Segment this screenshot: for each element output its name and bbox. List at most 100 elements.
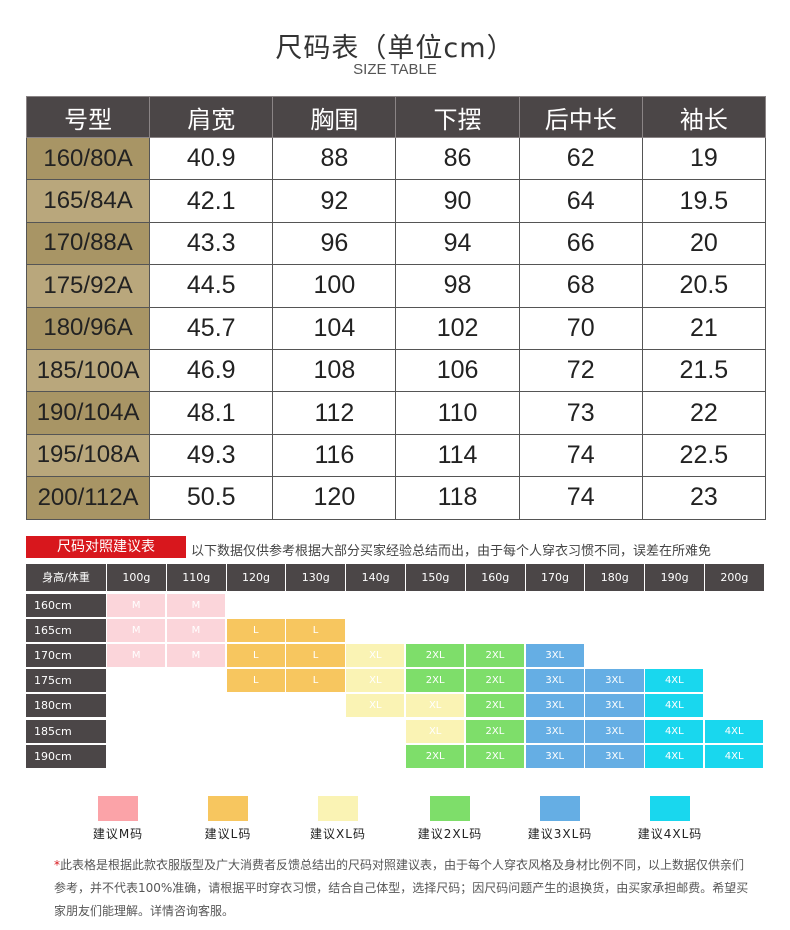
size-table-cell: 72 [518, 348, 643, 393]
size-table-cell: 116 [272, 433, 397, 478]
size-table-row-label: 160/80A [25, 136, 151, 181]
recommendation-weight-header: 160g [465, 564, 525, 591]
legend-item: 建议M码 [68, 796, 168, 842]
size-table-row-label: 185/100A [25, 348, 151, 393]
legend-swatch [650, 796, 690, 821]
legend-item: 建议XL码 [288, 796, 388, 842]
recommendation-cell: 2XL [406, 744, 465, 768]
size-table-cell: 20 [641, 221, 767, 266]
recommendation-height-label: 185cm [26, 719, 106, 743]
size-table-row: 195/108A 49.3 116 114 74 22.5 [25, 433, 767, 478]
legend-swatch [430, 796, 470, 821]
size-table-cell: 96 [272, 221, 397, 266]
recommendation-grid: 身高/体重 100g 110g 120g 130g 140g 150g 160g 170g 180… [26, 564, 764, 768]
legend-swatch [318, 796, 358, 821]
recommendation-height-label: 175cm [26, 669, 106, 693]
size-table-cell: 66 [518, 221, 643, 266]
recommendation-cell: 4XL [705, 719, 764, 743]
recommendation-weight-header: 200g [705, 564, 764, 591]
size-table-cell: 68 [518, 264, 643, 308]
recommendation-cell: L [226, 619, 285, 643]
legend-label: 建议M码 [92, 827, 144, 841]
size-table-cell: 20.5 [641, 264, 767, 308]
recommendation-cell: M [107, 644, 166, 668]
recommendation-label: 尺码对照建议表 [26, 536, 186, 558]
recommendation-height-label: 180cm [26, 694, 106, 718]
recommendation-cell: L [226, 644, 285, 668]
size-table-cell: 21.5 [641, 348, 767, 393]
legend-label: 建议4XL码 [637, 827, 703, 841]
size-table-row-label: 170/88A [25, 221, 151, 266]
legend-swatch [208, 796, 248, 821]
recommendation-cell: L [286, 669, 345, 693]
recommendation-weight-header: 130g [286, 564, 346, 591]
recommendation-weight-header: 140g [346, 564, 405, 591]
legend-label: 建议L码 [204, 827, 252, 841]
size-table-row-label: 165/84A [25, 179, 151, 223]
size-table-cell: 45.7 [149, 306, 274, 350]
recommendation-cell: M [107, 594, 166, 617]
size-table-cell: 88 [272, 136, 397, 181]
size-table-cell: 19.5 [641, 179, 767, 223]
recommendation-cell: XL [406, 719, 465, 743]
recommendation-cell: 2XL [465, 694, 525, 718]
size-table-row: 185/100A 46.9 108 106 72 21.5 [25, 348, 767, 393]
size-table-cell: 46.9 [149, 348, 274, 393]
size-table-cell: 108 [272, 348, 397, 393]
page-title: 尺码表（单位cm） [275, 33, 515, 64]
size-table-cell: 44.5 [149, 264, 274, 308]
size-table-cell: 98 [395, 264, 520, 308]
recommendation-cell: 2XL [406, 669, 465, 693]
recommendation-cell: 3XL [525, 669, 584, 693]
recommendation-cell: XL [346, 669, 405, 693]
legend-swatch [98, 796, 138, 821]
page-subtitle: SIZE TABLE [353, 61, 437, 78]
recommendation-cell: 4XL [645, 694, 704, 718]
size-table-cell: 102 [395, 306, 520, 350]
legend-label: 建议2XL码 [417, 827, 483, 841]
recommendation-cell: 3XL [585, 719, 644, 743]
size-table-cell: 43.3 [149, 221, 274, 266]
recommendation-cell: 4XL [645, 669, 704, 693]
size-table-cell: 64 [518, 179, 643, 223]
size-table-cell: 104 [272, 306, 397, 350]
legend-item: 建议4XL码 [620, 796, 720, 842]
size-table-header-cell: 号型 [25, 96, 151, 138]
size-table-row: 180/96A 45.7 104 102 70 21 [25, 306, 767, 350]
recommendation-cell: 2XL [465, 644, 525, 668]
legend-label: 建议XL码 [310, 827, 366, 841]
size-table-cell: 62 [518, 136, 643, 181]
recommendation-cell: M [166, 594, 226, 617]
size-table-row: 190/104A 48.1 112 110 73 22 [25, 391, 767, 435]
recommendation-cell: 3XL [525, 744, 584, 768]
size-table-cell: 100 [272, 264, 397, 308]
size-table-cell: 73 [518, 391, 643, 435]
size-table-cell: 106 [395, 348, 520, 393]
size-table-cell: 23 [641, 476, 767, 520]
recommendation-cell: 3XL [525, 694, 584, 718]
footnote-star: * [54, 858, 60, 872]
recommendation-cell: M [166, 619, 226, 643]
size-table-row: 165/84A 42.1 92 90 64 19.5 [25, 179, 767, 223]
size-table-row: 175/92A 44.5 100 98 68 20.5 [25, 264, 767, 308]
recommendation-weight-header: 100g [107, 564, 166, 591]
footnote: *此表格是根据此款衣服版型及广大消费者反馈总结出的尺码对照建议表，由于每个人穿衣… [54, 854, 754, 923]
size-table-header-cell: 胸围 [272, 96, 397, 138]
size-table-cell: 40.9 [149, 136, 274, 181]
recommendation-cell: XL [406, 694, 465, 718]
size-table-row-label: 180/96A [25, 306, 151, 350]
recommendation-cell: 4XL [645, 744, 704, 768]
size-table-cell: 49.3 [149, 433, 274, 478]
size-table-row: 200/112A 50.5 120 118 74 23 [25, 476, 767, 520]
size-table-row-label: 175/92A [25, 264, 151, 308]
legend-label: 建议3XL码 [527, 827, 593, 841]
recommendation-weight-header: 110g [166, 564, 226, 591]
size-table-row-label: 190/104A [25, 391, 151, 435]
size-table-cell: 42.1 [149, 179, 274, 223]
size-table-cell: 120 [272, 476, 397, 520]
size-table-header-cell: 袖长 [641, 96, 767, 138]
recommendation-cell: 3XL [525, 644, 584, 668]
size-table-cell: 118 [395, 476, 520, 520]
recommendation-weight-header: 190g [645, 564, 704, 591]
recommendation-cell: 3XL [585, 669, 644, 693]
